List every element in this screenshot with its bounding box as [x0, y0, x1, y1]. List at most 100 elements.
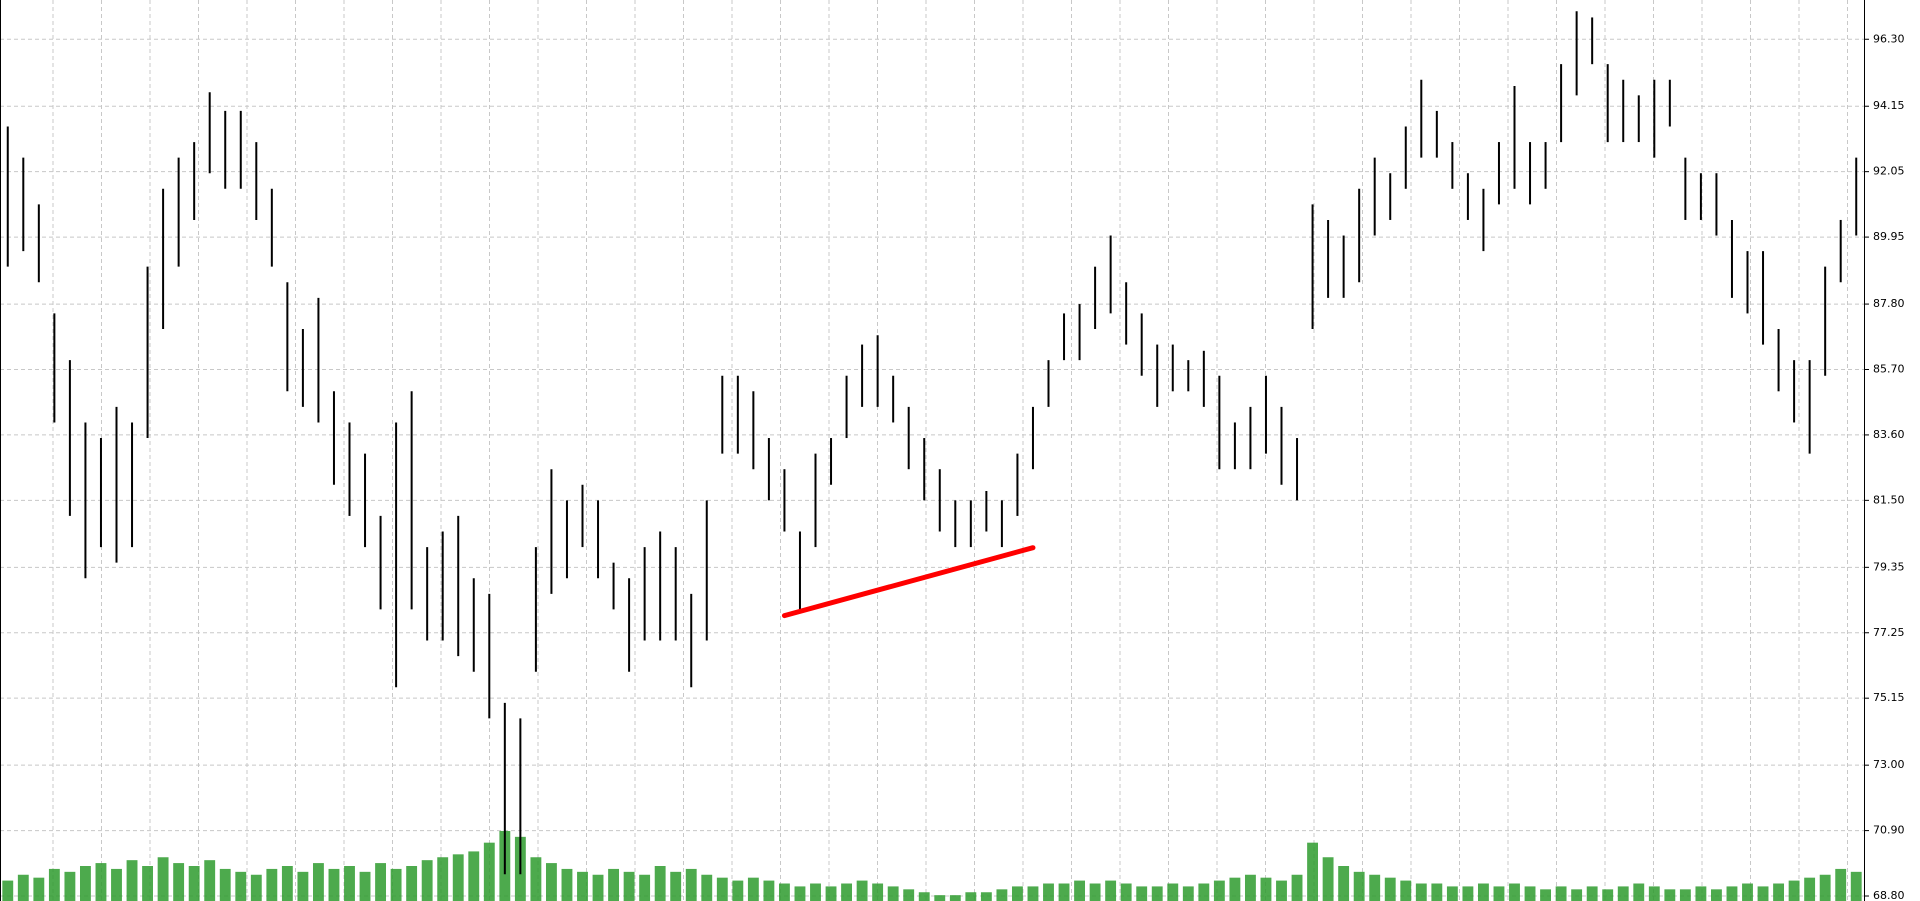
- volume-bar: [142, 866, 154, 901]
- volume-bar: [639, 874, 651, 901]
- volume-bar: [1011, 886, 1023, 901]
- volume-bar: [1167, 883, 1179, 901]
- volume-bar: [825, 886, 837, 901]
- volume-bar: [1648, 886, 1660, 901]
- plot: [0, 11, 1864, 901]
- volume-bar: [1043, 883, 1054, 901]
- volume-bar: [763, 880, 775, 901]
- volume-bar: [685, 868, 697, 901]
- volume-bar: [95, 863, 107, 901]
- volume-bar: [623, 871, 635, 901]
- volume-bar: [390, 868, 402, 901]
- volume-bar: [794, 886, 806, 901]
- y-tick-label: 68.80: [1873, 889, 1905, 901]
- volume-bar: [1602, 889, 1614, 901]
- volume-bar: [1446, 886, 1458, 901]
- volume-bar: [111, 868, 122, 901]
- volume-bar: [157, 857, 169, 901]
- volume-bar: [716, 877, 728, 901]
- volume-bar: [1400, 880, 1412, 901]
- volume-bar: [887, 886, 899, 901]
- volume-bar: [1493, 886, 1505, 901]
- volume-bar: [173, 863, 185, 901]
- y-tick-label: 75.15: [1873, 691, 1905, 704]
- volume-bar: [1679, 889, 1691, 901]
- volume-bar: [841, 883, 853, 901]
- volume-bar: [1307, 842, 1319, 901]
- volume-bar: [188, 866, 200, 901]
- volume-bar: [421, 860, 433, 901]
- y-tick-label: 73.00: [1873, 758, 1905, 771]
- trend-line: [781, 545, 1036, 619]
- volume-bar: [1431, 883, 1443, 901]
- volume-bar: [1089, 883, 1101, 901]
- volume-bar: [1726, 886, 1738, 901]
- volume-bar: [530, 857, 542, 901]
- volume-bar: [452, 854, 464, 901]
- volume-bar: [312, 863, 324, 901]
- volume-bar: [1322, 857, 1334, 901]
- y-tick-label: 81.50: [1873, 493, 1905, 506]
- volume-bar: [1477, 883, 1489, 901]
- volume-bar: [468, 851, 480, 901]
- volume-bar: [1555, 886, 1567, 901]
- volume-bar: [1586, 886, 1598, 901]
- y-tick-label: 87.80: [1873, 297, 1905, 310]
- volume-bar: [778, 883, 790, 901]
- y-tick-label: 79.35: [1873, 560, 1905, 573]
- y-tick-label: 96.30: [1873, 32, 1905, 45]
- volume-bar: [1151, 886, 1163, 901]
- volume-bar: [1462, 886, 1474, 901]
- volume-bar: [1260, 877, 1272, 901]
- y-tick-label: 92.05: [1873, 165, 1905, 178]
- volume-bar: [747, 877, 759, 901]
- volume-bar: [64, 871, 76, 901]
- volume-bar: [965, 892, 977, 901]
- y-tick-label: 77.25: [1873, 626, 1905, 639]
- volume-bar: [561, 868, 573, 901]
- y-tick-label: 83.60: [1873, 428, 1905, 441]
- volume-bar: [1835, 868, 1847, 901]
- volume-bar: [1633, 883, 1645, 901]
- volume-bar: [1120, 883, 1132, 901]
- volume-bar: [297, 871, 309, 901]
- volume-bar: [996, 889, 1008, 901]
- volume-bar: [1819, 874, 1831, 901]
- vertical-grid: [52, 0, 1848, 901]
- volume-bar: [1058, 883, 1070, 901]
- volume-bar: [1664, 889, 1676, 901]
- volume-bar: [1384, 877, 1396, 901]
- volume-bar: [654, 866, 666, 901]
- volume-bar: [1773, 883, 1785, 901]
- volume-bar: [856, 880, 868, 901]
- volume-bar: [33, 877, 45, 901]
- volume-bar: [204, 860, 216, 901]
- volume-bar: [17, 874, 29, 901]
- volume-bar: [1229, 877, 1241, 901]
- volume-bar: [1369, 874, 1381, 901]
- volume-bar: [1788, 880, 1800, 901]
- volume-bar: [375, 863, 387, 901]
- volume-bar: [1617, 886, 1629, 901]
- y-tick-label: 89.95: [1873, 230, 1905, 243]
- volume-bar: [1524, 886, 1536, 901]
- volume-bar: [219, 868, 231, 901]
- volume-bar: [810, 883, 821, 901]
- volume-bar: [437, 857, 449, 901]
- volume-bar: [1291, 874, 1303, 901]
- volume-bar: [934, 895, 946, 901]
- volume-bar: [1105, 880, 1117, 901]
- volume-bar: [1338, 866, 1350, 901]
- volume-bar: [266, 868, 278, 901]
- volume-bar: [235, 871, 247, 901]
- volume-bar: [1074, 880, 1086, 901]
- volume-bar: [1804, 877, 1816, 901]
- volume-bar: [328, 868, 340, 901]
- volume-bar: [126, 860, 138, 901]
- volume-bar: [1757, 886, 1769, 901]
- volume-bar: [1710, 889, 1722, 901]
- volume-bar: [1415, 883, 1427, 901]
- volume-bar: [1742, 883, 1753, 901]
